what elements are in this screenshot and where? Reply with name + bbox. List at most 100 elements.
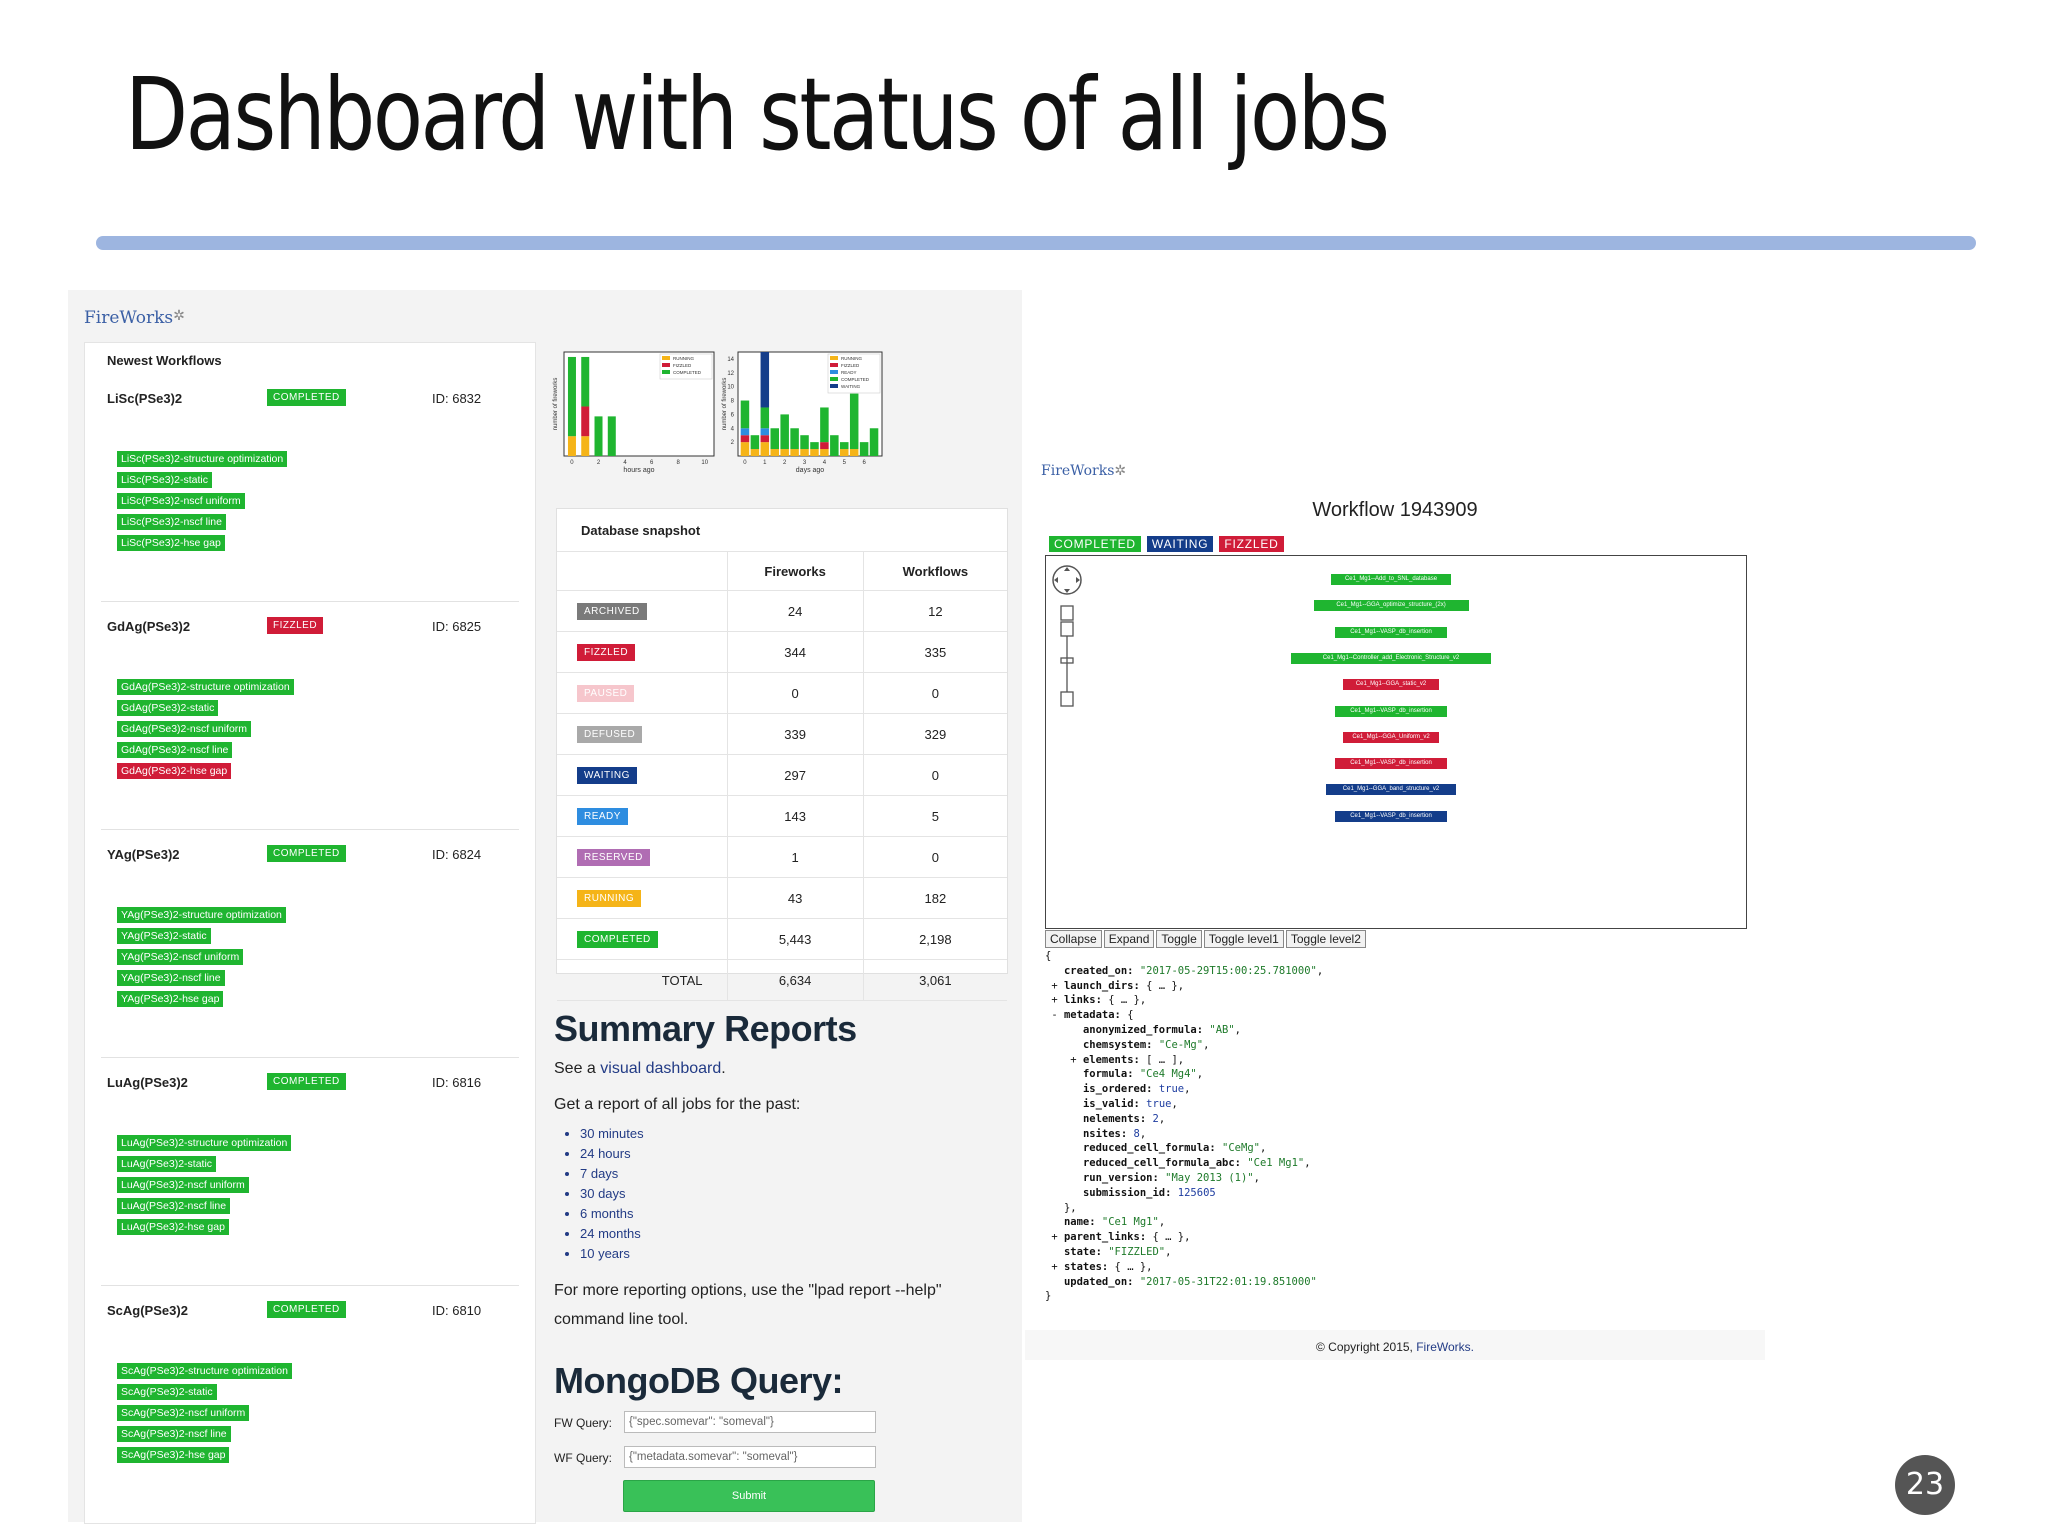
chart-bar xyxy=(567,356,576,437)
firework-list: LuAg(PSe3)2-structure optimization LuAg(P… xyxy=(117,1135,292,1240)
graph-zoom-control[interactable] xyxy=(1050,562,1090,737)
json-line[interactable]: + elements: [ … ], xyxy=(1045,1053,1185,1066)
firework-tag[interactable]: ScAg(PSe3)2-nscf uniform xyxy=(117,1405,250,1421)
submit-button[interactable]: Submit xyxy=(623,1480,875,1512)
chart-bar xyxy=(810,442,819,450)
visual-dashboard-line: See a visual dashboard. xyxy=(554,1060,726,1077)
workflow-name[interactable]: YAg(PSe3)2 xyxy=(107,847,180,862)
firework-tag[interactable]: ScAg(PSe3)2-static xyxy=(117,1384,217,1400)
firework-tag[interactable]: ScAg(PSe3)2-nscf line xyxy=(117,1426,231,1442)
job-charts: 0 2 4 6 8 10 hours ago number of fireworks RUNNI… xyxy=(550,346,1000,506)
firework-tag[interactable]: YAg(PSe3)2-structure optimization xyxy=(117,907,286,923)
json-line[interactable]: - metadata: { xyxy=(1045,1009,1134,1022)
state-badge[interactable]: RESERVED xyxy=(577,849,650,866)
chart-bar xyxy=(760,442,770,456)
visual-dashboard-link[interactable]: visual dashboard xyxy=(600,1060,722,1077)
json-line[interactable]: + parent_links: { … }, xyxy=(1045,1231,1191,1244)
firework-tag[interactable]: LiSc(PSe3)2-nscf uniform xyxy=(117,493,245,509)
toggle-level1-button[interactable]: Toggle level1 xyxy=(1203,930,1284,948)
chart-bar xyxy=(869,428,879,456)
toggle-level2-button[interactable]: Toggle level2 xyxy=(1285,930,1366,948)
workflow-name[interactable]: LiSc(PSe3)2 xyxy=(107,391,183,406)
workflow-id: ID: 6832 xyxy=(432,391,482,406)
report-period-link[interactable]: 7 days xyxy=(580,1164,1014,1184)
fw-query-input[interactable] xyxy=(624,1411,876,1433)
workflow-node[interactable]: Ce1_Mg1--VASP_db_insertion xyxy=(1335,810,1447,822)
workflow-name[interactable]: GdAg(PSe3)2 xyxy=(107,619,191,634)
state-badge[interactable]: WAITING xyxy=(577,767,637,784)
state-badge[interactable]: FIZZLED xyxy=(577,644,636,661)
fireworks-link[interactable]: FireWorks. xyxy=(1416,1340,1474,1354)
state-badge[interactable]: COMPLETED xyxy=(577,931,658,948)
report-period-link[interactable]: 30 minutes xyxy=(580,1124,1014,1144)
copyright: © Copyright 2015, FireWorks. xyxy=(1315,1340,1474,1354)
firework-tag[interactable]: YAg(PSe3)2-nscf line xyxy=(117,970,225,986)
firework-tag[interactable]: LuAg(PSe3)2-hse gap xyxy=(117,1219,229,1235)
firework-tag[interactable]: GdAg(PSe3)2-nscf uniform xyxy=(117,721,252,737)
state-cell: DEFUSED xyxy=(557,713,727,755)
pan-zoom-icon[interactable] xyxy=(1050,562,1090,732)
json-line[interactable]: + states: { … }, xyxy=(1045,1260,1153,1273)
workflow-node[interactable]: Ce1_Mg1--Controller_add_Electronic_Struc… xyxy=(1291,652,1491,664)
chart-bar xyxy=(760,407,770,429)
column-header: Workflows xyxy=(862,551,1007,591)
firework-tag[interactable]: LiSc(PSe3)2-hse gap xyxy=(117,535,225,551)
firework-tag[interactable]: LiSc(PSe3)2-static xyxy=(117,472,212,488)
firework-tag[interactable]: GdAg(PSe3)2-nscf line xyxy=(117,742,233,758)
workflow-name[interactable]: ScAg(PSe3)2 xyxy=(107,1303,188,1318)
report-period-link[interactable]: 24 hours xyxy=(580,1144,1014,1164)
report-period-link[interactable]: 24 months xyxy=(580,1224,1014,1244)
chart-bar xyxy=(581,406,590,437)
workflow-node[interactable]: Ce1_Mg1--GGA_static_v2 xyxy=(1343,679,1439,691)
report-period-link[interactable]: 30 days xyxy=(580,1184,1014,1204)
firework-tag[interactable]: YAg(PSe3)2-static xyxy=(117,928,211,944)
workflow-title: Workflow 1943909 xyxy=(1312,499,1478,521)
expand-button[interactable]: Expand xyxy=(1103,930,1155,948)
state-badge[interactable]: ARCHIVED xyxy=(577,603,647,620)
state-cell: RESERVED xyxy=(557,836,727,878)
x-tick-label: 4 xyxy=(823,460,827,466)
workflows-count: 329 xyxy=(862,713,1007,755)
workflow-graph[interactable]: Ce1_Mg1--Add_to_SNL_database Ce1_Mg1--GGA… xyxy=(1045,555,1747,929)
workflow-state-tags: COMPLETED WAITING FIZZLED xyxy=(1049,535,1290,553)
json-line[interactable]: + links: { … }, xyxy=(1045,994,1147,1007)
firework-tag[interactable]: GdAg(PSe3)2-static xyxy=(117,700,219,716)
state-badge[interactable]: PAUSED xyxy=(577,685,635,702)
firework-tag[interactable]: GdAg(PSe3)2-structure optimization xyxy=(117,679,294,695)
wf-query-input[interactable] xyxy=(624,1446,876,1468)
workflow-name[interactable]: LuAg(PSe3)2 xyxy=(107,1075,188,1090)
report-period-link[interactable]: 10 years xyxy=(580,1244,1014,1264)
json-line[interactable]: + launch_dirs: { … }, xyxy=(1045,979,1185,992)
firework-tag[interactable]: ScAg(PSe3)2-structure optimization xyxy=(117,1363,292,1379)
workflow-node[interactable]: Ce1_Mg1--VASP_db_insertion xyxy=(1335,758,1447,770)
firework-tag[interactable]: ScAg(PSe3)2-hse gap xyxy=(117,1447,230,1463)
workflow-node[interactable]: Ce1_Mg1--GGA_band_structure_v2 xyxy=(1326,784,1456,796)
firework-tag[interactable]: YAg(PSe3)2-hse gap xyxy=(117,991,224,1007)
workflow-node[interactable]: Ce1_Mg1--Add_to_SNL_database xyxy=(1331,574,1451,585)
workflow-state-badge: COMPLETED xyxy=(267,845,346,862)
state-badge[interactable]: READY xyxy=(577,808,628,825)
snapshot-row: FIZZLED 344 335 xyxy=(557,631,1007,673)
collapse-button[interactable]: Collapse xyxy=(1045,930,1102,948)
report-period-link[interactable]: 6 months xyxy=(580,1204,1014,1224)
firework-tag[interactable]: LuAg(PSe3)2-static xyxy=(117,1156,217,1172)
firework-tag[interactable]: LiSc(PSe3)2-nscf line xyxy=(117,514,226,530)
workflow-node[interactable]: Ce1_Mg1--GGA_optimize_structure_(2x) xyxy=(1313,600,1469,612)
firework-tag[interactable]: LuAg(PSe3)2-nscf uniform xyxy=(117,1177,249,1193)
toggle-button[interactable]: Toggle xyxy=(1156,930,1202,948)
firework-tag[interactable]: LuAg(PSe3)2-nscf line xyxy=(117,1198,231,1214)
chart-bar xyxy=(760,435,770,443)
snapshot-row: WAITING 297 0 xyxy=(557,754,1007,796)
firework-tag[interactable]: LuAg(PSe3)2-structure optimization xyxy=(117,1135,292,1151)
workflow-node[interactable]: Ce1_Mg1--GGA_Uniform_v2 xyxy=(1343,731,1439,743)
firework-tag[interactable]: YAg(PSe3)2-nscf uniform xyxy=(117,949,244,965)
firework-tag[interactable]: GdAg(PSe3)2-hse gap xyxy=(117,763,232,779)
state-badge[interactable]: DEFUSED xyxy=(577,726,643,743)
fireworks-count: 297 xyxy=(726,754,864,796)
x-tick-label: 4 xyxy=(623,460,627,466)
firework-tag[interactable]: LiSc(PSe3)2-structure optimization xyxy=(117,451,288,467)
state-badge[interactable]: RUNNING xyxy=(577,890,642,907)
workflow-node[interactable]: Ce1_Mg1--VASP_db_insertion xyxy=(1335,705,1447,717)
legend-label: RUNNING xyxy=(673,356,694,361)
workflow-node[interactable]: Ce1_Mg1--VASP_db_insertion xyxy=(1335,626,1447,638)
